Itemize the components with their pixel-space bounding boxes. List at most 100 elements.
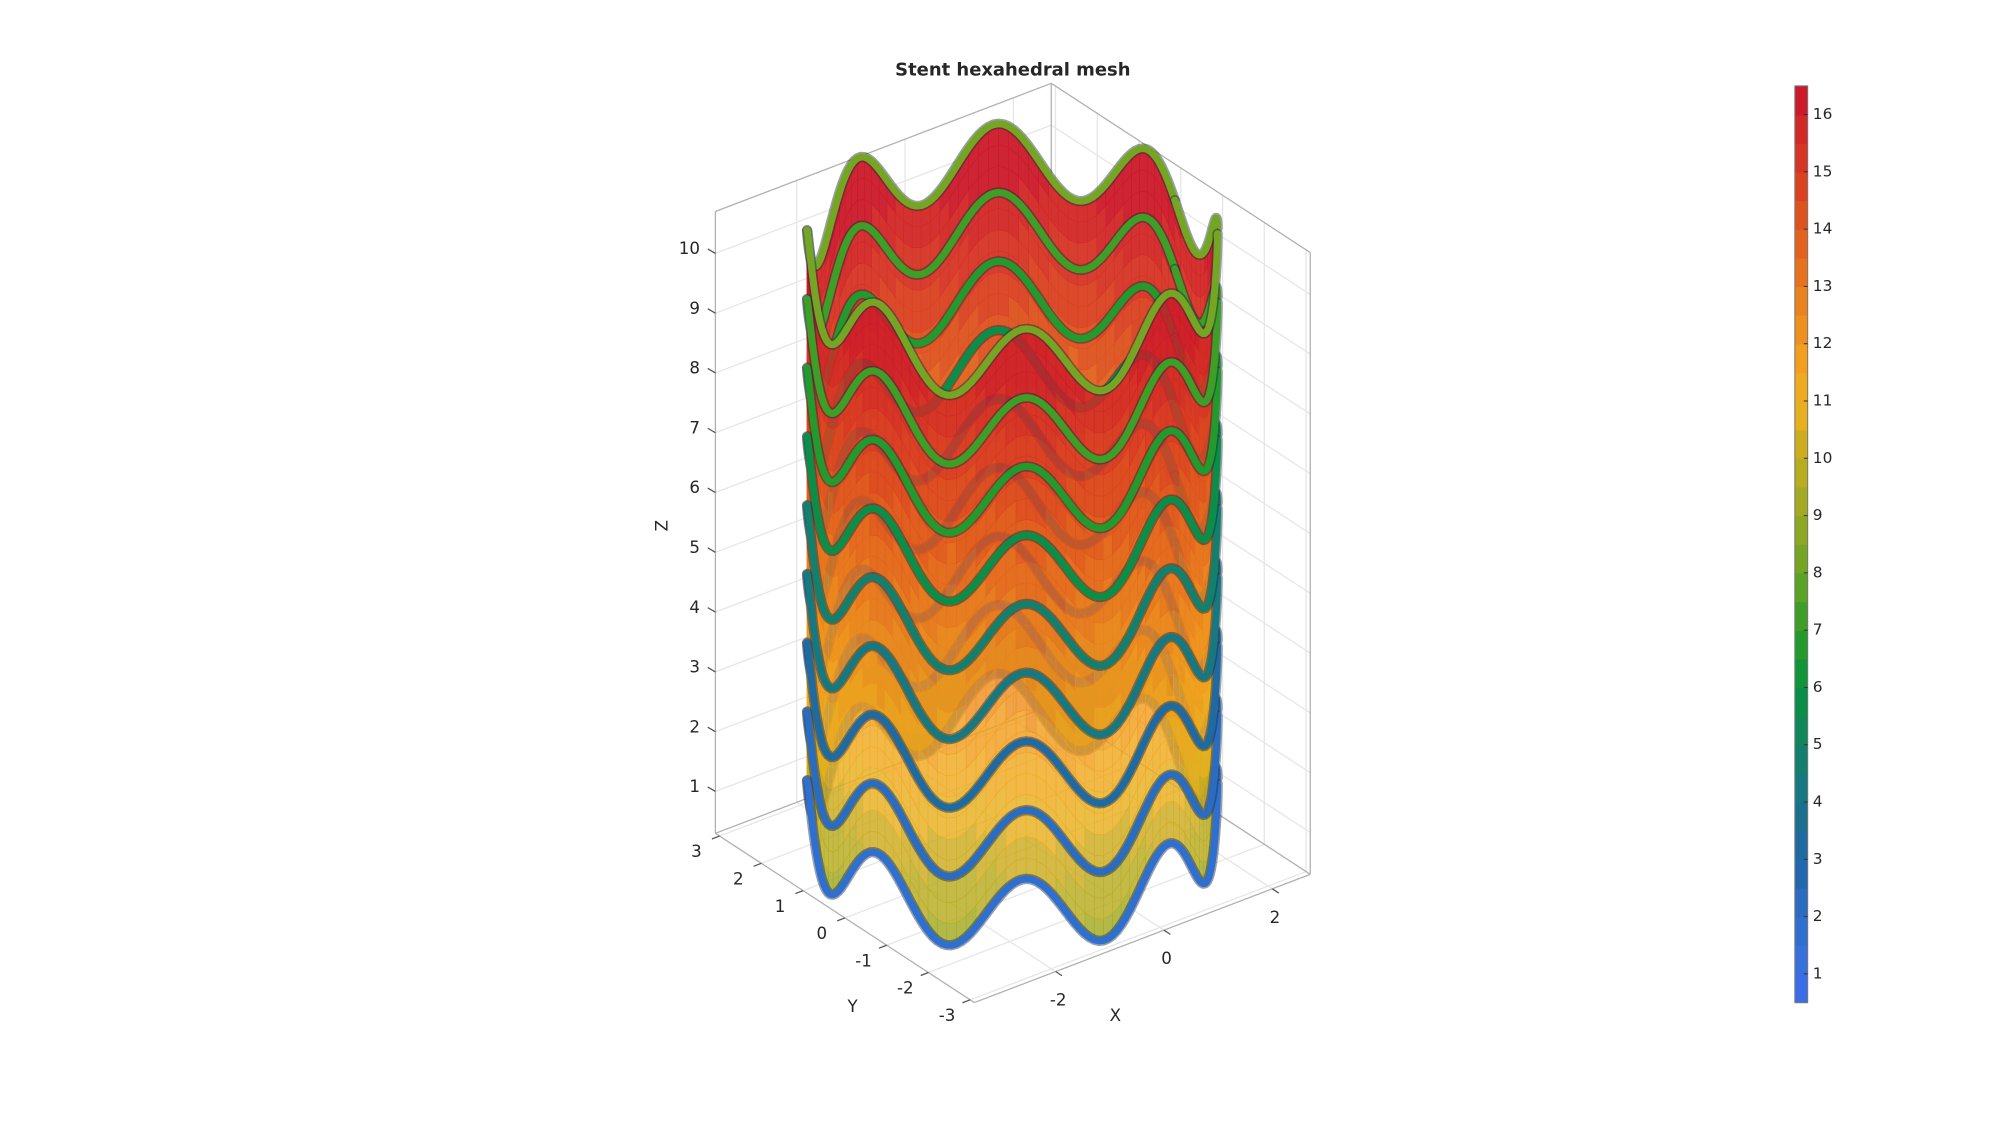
colorbar-segment: [1794, 85, 1808, 116]
colorbar-segment: [1794, 687, 1808, 717]
stent-surface: [1199, 710, 1204, 737]
stent-surface: [1199, 272, 1205, 299]
stent-surface: [832, 488, 839, 515]
colorbar-tick-label: 6: [1813, 678, 1823, 696]
colorbar-tick-label: 12: [1813, 334, 1833, 352]
stent-surface: [1199, 498, 1204, 525]
stent-surface: [828, 828, 834, 853]
colorbar-segment: [1794, 114, 1808, 144]
stent-surface: [1025, 645, 1037, 671]
stent-surface: [1015, 412, 1027, 439]
stent-surface: [1077, 347, 1088, 371]
stent-surface: [832, 848, 839, 875]
stent-surface: [998, 292, 1009, 318]
stent-surface: [869, 513, 878, 537]
stent-surface: [828, 511, 834, 536]
colorbar-segment: [1794, 200, 1808, 230]
stent-surface: [1166, 398, 1174, 422]
x-tick-label: 0: [1161, 949, 1172, 968]
stent-surface: [869, 598, 878, 621]
stent-surface: [1202, 775, 1208, 800]
colorbar-segment: [1794, 773, 1808, 803]
stent-surface: [1166, 610, 1174, 634]
stent-surface: [1166, 525, 1174, 549]
stent-surface: [869, 407, 878, 431]
stent-surface: [1202, 690, 1208, 716]
stent-surface: [946, 774, 957, 798]
stent-surface: [869, 471, 878, 494]
y-tick-label: 0: [816, 924, 827, 943]
colorbar-segment: [1794, 572, 1808, 603]
stent-surface: [946, 541, 957, 565]
stent-surface: [1025, 772, 1037, 798]
stent-surface: [1166, 779, 1174, 803]
stent-surface: [828, 553, 834, 578]
colorbar-segment: [1794, 973, 1808, 1004]
stent-surface: [1093, 749, 1104, 772]
stent-surface: [1202, 754, 1208, 779]
stent-surface: [1166, 440, 1174, 465]
stent-surface: [828, 850, 834, 875]
stent-surface: [1015, 476, 1027, 502]
z-tick: [707, 726, 716, 733]
colorbar-segment: [1794, 601, 1808, 631]
stent-surface: [869, 746, 878, 769]
stent-surface: [911, 289, 922, 312]
stent-surface: [869, 809, 878, 833]
colorbar-tick-label: 9: [1813, 506, 1823, 524]
colorbar-tick-label: 15: [1813, 162, 1833, 180]
colorbar-segment: [1794, 830, 1808, 860]
stent-surface: [911, 310, 922, 333]
y-tick-label: -1: [855, 951, 872, 970]
stent-surface: [1172, 736, 1180, 764]
stent-surface: [946, 562, 957, 586]
stent-surface: [1166, 737, 1174, 761]
stent-surface: [1093, 685, 1104, 709]
z-tick: [707, 547, 716, 553]
colorbar-segment: [1794, 400, 1808, 431]
stent-surface: [857, 262, 865, 286]
stent-surface: [1093, 410, 1104, 434]
colorbar-segment: [1794, 515, 1808, 545]
stent-surface: [869, 344, 878, 367]
stent-surface: [946, 753, 957, 777]
stent-surface: [1093, 495, 1104, 518]
y-tick: [795, 890, 804, 895]
stent-surface: [911, 225, 922, 249]
stent-surface: [1025, 349, 1037, 374]
stent-surface: [987, 144, 999, 170]
stent-surface: [1015, 836, 1027, 862]
z-axis-label: Z: [652, 520, 671, 531]
colorbar-segment: [1794, 372, 1808, 402]
stent-surface: [1077, 241, 1088, 265]
stent-surface: [1015, 687, 1027, 714]
stent-surface: [869, 725, 878, 748]
colorbar-tick-label: 8: [1813, 563, 1823, 581]
y-tick: [878, 944, 887, 949]
stent-surface: [1166, 314, 1174, 338]
stent-surface: [987, 165, 999, 191]
stent-surface: [1015, 561, 1027, 587]
stent-surface: [832, 573, 839, 600]
stent-surface: [832, 721, 839, 748]
stent-surface: [1025, 814, 1037, 840]
stent-surface: [1077, 284, 1088, 308]
stent-surface: [869, 682, 878, 706]
stent-surface: [998, 207, 1009, 233]
colorbar-segment: [1794, 486, 1808, 517]
stent-surface: [1015, 772, 1027, 798]
stent-surface: [832, 552, 839, 579]
stent-surface: [1015, 349, 1027, 375]
stent-ring: [803, 188, 1179, 339]
stent-surface: [946, 435, 957, 459]
z-tick-label: 5: [689, 538, 700, 557]
stent-surface: [1093, 833, 1104, 857]
colorbar-segment: [1794, 859, 1808, 889]
stent-surface: [946, 689, 957, 713]
colorbar-segment: [1794, 257, 1808, 288]
z-tick: [707, 487, 716, 494]
stent-surface: [1093, 473, 1104, 497]
colorbar-tick-label: 2: [1813, 907, 1823, 925]
stent-surface: [998, 229, 1009, 254]
stent-surface: [1166, 462, 1174, 486]
